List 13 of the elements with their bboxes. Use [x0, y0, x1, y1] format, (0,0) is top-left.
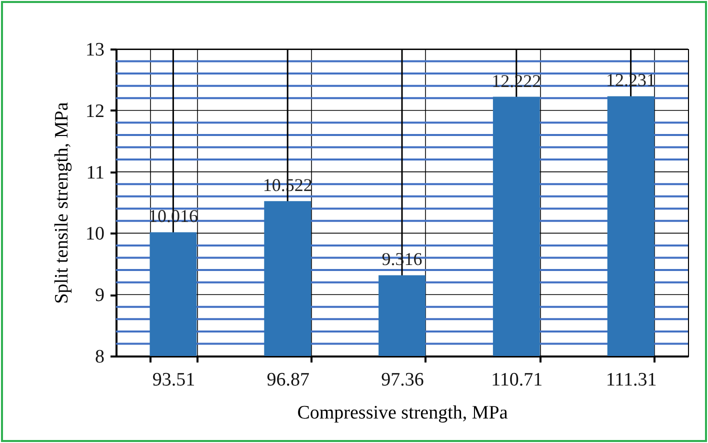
x-tick-label: 93.51 [152, 370, 196, 390]
y-tick-label: 10 [86, 224, 104, 245]
x-tick-label: 111.31 [606, 370, 657, 390]
y-tick-label: 9 [95, 285, 104, 306]
y-tick-label: 8 [95, 346, 104, 368]
x-axis-title: Compressive strength, MPa [297, 402, 508, 424]
x-tick-label: 96.87 [266, 370, 310, 390]
x-tick-label: 110.71 [491, 370, 543, 390]
y-tick-label: 12 [86, 100, 104, 122]
x-tick-label: 97.36 [381, 370, 424, 390]
y-tick-label: 11 [86, 162, 104, 184]
y-axis-title: Split tensile strength, MPa [52, 102, 72, 304]
y-tick-label: 13 [86, 40, 104, 60]
